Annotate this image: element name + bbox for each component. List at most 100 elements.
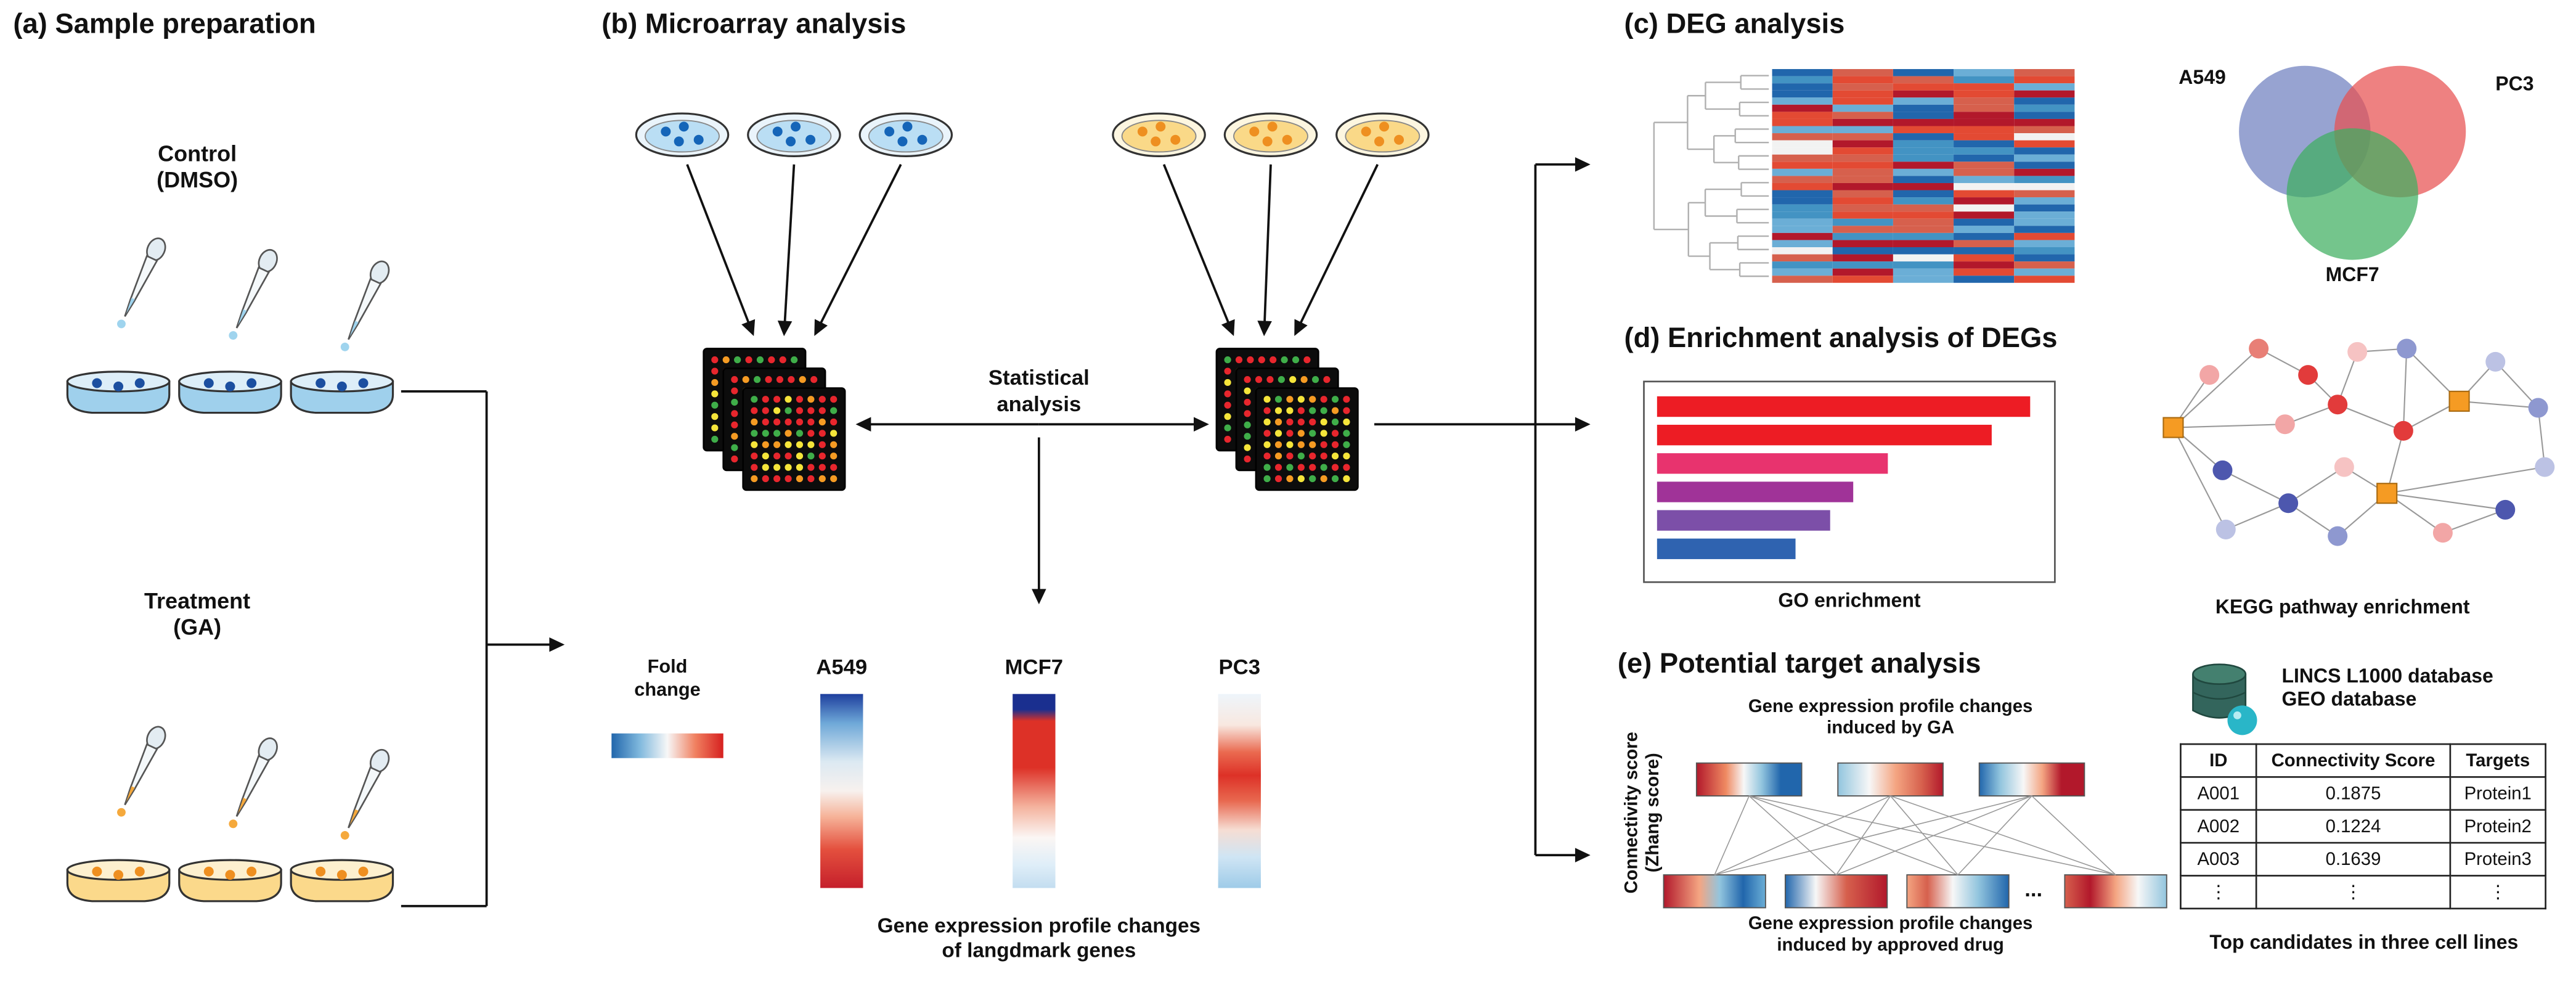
kegg-caption: KEGG pathway enrichment — [2215, 595, 2470, 618]
venn-circle-mcf7 — [2286, 128, 2418, 260]
drug-profile-bar — [1663, 874, 1766, 909]
drug-profile-bar — [1784, 874, 1888, 909]
table-cell: Protein1 — [2449, 776, 2546, 811]
network-node-circle — [2298, 365, 2318, 385]
table-header-cell: ID — [2180, 743, 2257, 778]
connectivity-profile-bars — [1663, 762, 2167, 909]
table-caption: Top candidates in three cell lines — [2209, 930, 2519, 954]
network-node-circle — [2432, 523, 2453, 543]
venn-label-mcf7: MCF7 — [2325, 263, 2379, 287]
connectivity-score-axis-label: Connectivity score (Zhang score) — [1622, 731, 1664, 894]
go-bar — [1657, 481, 1854, 502]
go-enrichment-caption: GO enrichment — [1778, 588, 1921, 612]
network-node-square — [2448, 390, 2470, 412]
panel-d-title: (d) Enrichment analysis of DEGs — [1624, 322, 2058, 354]
targets-table: ID Connectivity Score Targets A001 0.1875 Pr… — [2180, 743, 2546, 910]
panel-c-title: (c) DEG analysis — [1624, 8, 1845, 40]
network-node-circle — [2215, 519, 2236, 539]
pipette-icon — [229, 737, 278, 829]
network-node-circle — [2328, 395, 2348, 415]
table-row: A001 0.1875 Protein1 — [2180, 776, 2546, 811]
panel-e-graphics — [1714, 663, 2257, 875]
table-row: ⋮ ⋮ ⋮ — [2180, 875, 2546, 910]
panel-b-title: (b) Microarray analysis — [601, 8, 907, 40]
database-icon — [2192, 663, 2257, 735]
network-node-square — [2162, 417, 2184, 438]
cell-line-label-mcf7: MCF7 — [1005, 654, 1064, 679]
kegg-network — [2162, 338, 2555, 546]
petri-dish-side-icon — [66, 859, 171, 903]
network-node-circle — [2212, 460, 2233, 480]
network-node-square — [2376, 483, 2398, 504]
petri-dish-top-icon — [747, 112, 841, 158]
pc3-profile-bar — [1218, 694, 1261, 888]
expression-colorbars — [611, 694, 1261, 888]
petri-dish-top-icon — [635, 112, 730, 158]
network-node-circle — [2328, 526, 2348, 546]
panel-d-graphics — [1643, 338, 2555, 583]
pipette-icon — [229, 248, 278, 340]
petri-dish-top-icon — [1335, 112, 1430, 158]
petri-dish-side-icon — [178, 371, 282, 414]
pipette-icon — [116, 726, 166, 817]
drug-profile-bar — [1906, 874, 2010, 909]
petri-dish-top-icon — [1112, 112, 1206, 158]
network-node-circle — [2334, 457, 2354, 477]
panel-b-graphics — [635, 112, 1591, 862]
network-node-circle — [2397, 338, 2417, 359]
petri-dish-top-icon — [1223, 112, 1318, 158]
a549-profile-bar — [820, 694, 863, 888]
go-bar — [1657, 425, 1992, 446]
deg-heatmap — [1772, 69, 2075, 283]
table-header-cell: Targets — [2449, 743, 2546, 778]
ga-profile-bar — [1837, 762, 1944, 797]
mcf7-profile-bar — [1013, 694, 1056, 888]
network-node-circle — [2249, 338, 2269, 359]
table-header-row: ID Connectivity Score Targets — [2180, 743, 2546, 778]
drug-profile-bar — [2064, 874, 2167, 909]
treatment-group-label: Treatment (GA) — [144, 588, 251, 641]
table-cell: A003 — [2180, 841, 2257, 877]
fold-change-colorbar — [611, 733, 723, 758]
table-cell: 0.1875 — [2255, 776, 2452, 811]
petri-dish-side-icon — [290, 859, 394, 903]
table-header-cell: Connectivity Score — [2255, 743, 2452, 778]
microarray-chip-stack — [703, 348, 846, 491]
table-cell: 0.1639 — [2255, 841, 2452, 877]
network-node-circle — [2393, 420, 2413, 441]
pipette-icon — [340, 748, 390, 840]
ga-profile-caption: Gene expression profile changes induced … — [1748, 697, 2033, 739]
network-node-circle — [2528, 398, 2548, 418]
network-node-circle — [2199, 365, 2220, 385]
table-cell: Protein2 — [2449, 809, 2546, 844]
microarray-chip-stack — [1215, 348, 1359, 491]
table-row: A003 0.1639 Protein3 — [2180, 841, 2546, 877]
petri-dish-side-icon — [66, 371, 171, 414]
table-cell: ⋮ — [2180, 875, 2257, 910]
go-bar — [1657, 538, 1796, 559]
go-bar — [1657, 396, 2031, 417]
network-node-circle — [2535, 457, 2555, 477]
network-node-circle — [2347, 342, 2368, 362]
venn-label-pc3: PC3 — [2495, 72, 2534, 96]
venn-label-a549: A549 — [2179, 65, 2226, 89]
control-group-label: Control (DMSO) — [157, 141, 238, 193]
statistical-analysis-label: Statistical analysis — [988, 365, 1090, 416]
petri-dish-top-icon — [858, 112, 953, 158]
panel-b-caption: Gene expression profile changes of langd… — [877, 914, 1201, 962]
table-cell: ⋮ — [2255, 875, 2452, 910]
go-bar — [1657, 453, 1888, 474]
panel-c-graphics — [1653, 65, 2466, 283]
ga-profile-bar — [1978, 762, 2085, 797]
table-cell: 0.1224 — [2255, 809, 2452, 844]
petri-dish-side-icon — [290, 371, 394, 414]
fold-change-label: Fold change — [634, 658, 701, 700]
go-bar — [1657, 510, 1830, 531]
panel-a-title: (a) Sample preparation — [13, 8, 316, 40]
network-node-circle — [2278, 493, 2299, 514]
pipette-icon — [340, 260, 390, 351]
network-node-circle — [2495, 499, 2516, 520]
table-cell: Protein3 — [2449, 841, 2546, 877]
